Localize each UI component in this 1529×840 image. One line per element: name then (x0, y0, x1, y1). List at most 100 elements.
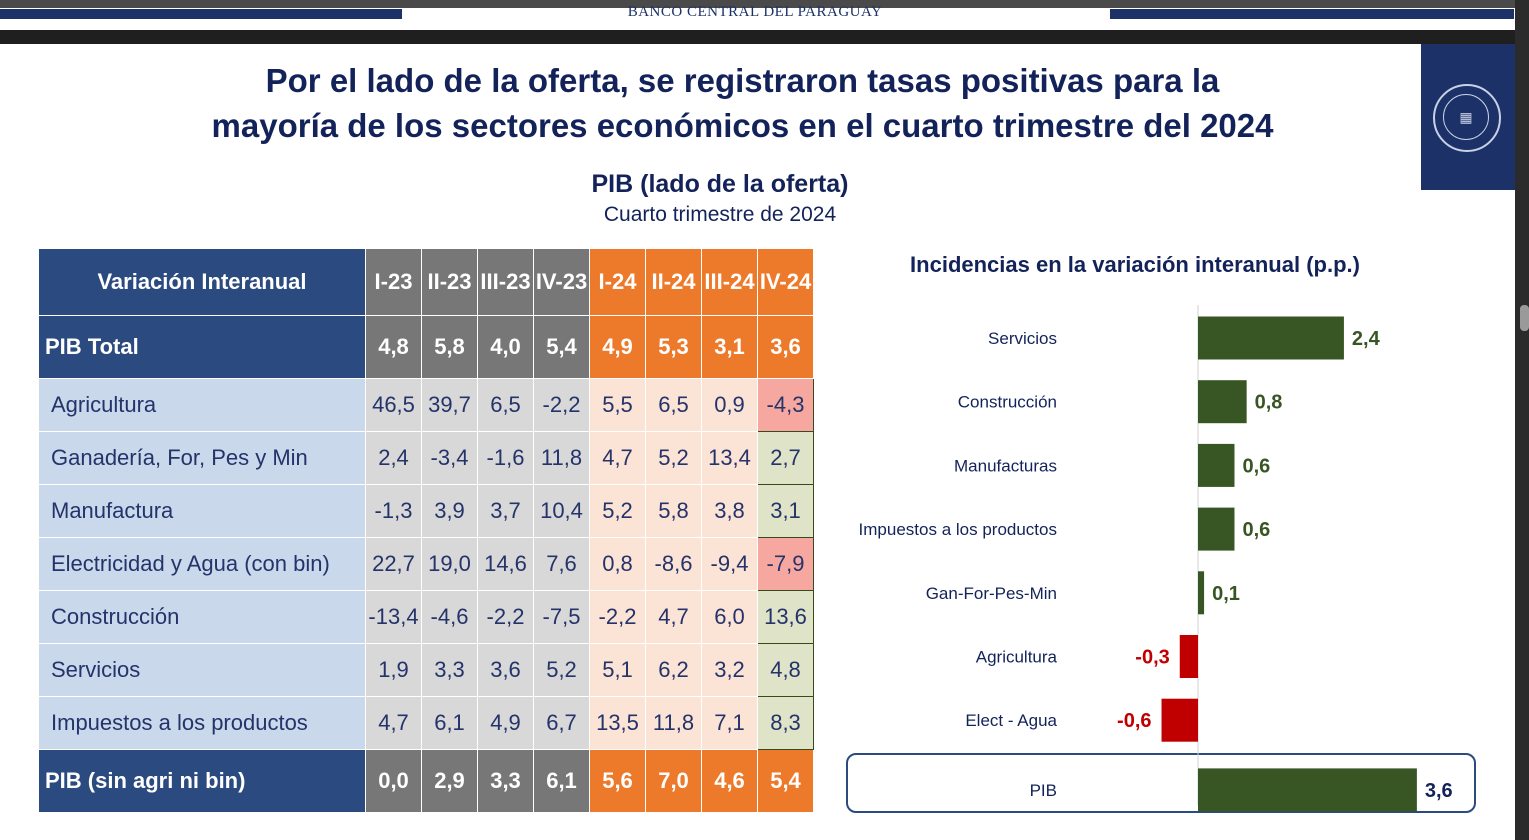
table-cell: 3,9 (421, 484, 478, 538)
table-cell: 5,6 (589, 749, 646, 813)
gdp-growth-table: Variación Interanual I-23 II-23 III-23 I… (38, 248, 814, 813)
category-label: Gan-For-Pes-Min (926, 584, 1057, 603)
table-cell: 0,9 (701, 378, 758, 432)
bank-seal-icon: ▦ (1433, 84, 1501, 152)
table-row: Construcción -13,4 -4,6 -2,2 -7,5 -2,2 4,7 6,0 1… (38, 590, 814, 644)
incidence-chart-title: Incidencias en la variación interanual (… (910, 252, 1360, 277)
table-cell: 5,3 (645, 315, 702, 379)
row-label: PIB Total (38, 315, 366, 379)
top-band (0, 0, 1529, 8)
column-header: IV-23 (533, 248, 590, 316)
table-cell: 46,5 (365, 378, 422, 432)
header-rule-right (1110, 9, 1514, 19)
slide-divider (0, 30, 1515, 44)
category-label: Impuestos a los productos (859, 520, 1057, 539)
column-header: II-23 (421, 248, 478, 316)
page-title: Por el lado de la oferta, se registraron… (160, 58, 1325, 148)
summary-row: PIB (sin agri ni bin) 0,0 2,9 3,3 6,1 5,6 7,0 4… (38, 749, 814, 813)
table-cell: 7,0 (645, 749, 702, 813)
table-cell: 5,8 (645, 484, 702, 538)
table-cell: 14,6 (477, 537, 534, 591)
row-label: Electricidad y Agua (con bin) (38, 537, 366, 591)
category-label: Manufacturas (954, 456, 1057, 475)
page-title-line1: Por el lado de la oferta, se registraron… (265, 62, 1220, 99)
data-label: 2,4 (1352, 328, 1381, 350)
data-label: -0,3 (1135, 647, 1169, 669)
data-label: 0,8 (1255, 392, 1283, 414)
category-label: PIB (1030, 781, 1057, 800)
window-scrollbar[interactable] (1515, 0, 1529, 840)
chart-title: PIB (lado de la oferta) (591, 170, 849, 198)
table-cell: -4,6 (421, 590, 478, 644)
building-icon: ▦ (1459, 109, 1473, 125)
data-label: 0,6 (1242, 455, 1270, 477)
bar (1198, 507, 1235, 551)
column-header: I-23 (365, 248, 422, 316)
table-cell: 3,3 (477, 749, 534, 813)
table-cell: 5,8 (421, 315, 478, 379)
table-cell: 1,9 (365, 643, 422, 697)
table-cell: 6,5 (477, 378, 534, 432)
table-cell: -1,6 (477, 431, 534, 485)
column-header: III-24 (701, 248, 758, 316)
table-cell: 13,5 (589, 696, 646, 750)
data-label: 0,1 (1212, 583, 1240, 605)
table-cell: 2,7 (757, 431, 814, 485)
table-cell: 4,6 (701, 749, 758, 813)
table-cell: -2,2 (533, 378, 590, 432)
table-cell: -2,2 (477, 590, 534, 644)
table-cell: 5,2 (533, 643, 590, 697)
bar (1198, 571, 1205, 615)
table-header-row: Variación Interanual I-23 II-23 III-23 I… (38, 248, 814, 316)
table-cell: 10,4 (533, 484, 590, 538)
table-cell: 7,6 (533, 537, 590, 591)
page-title-line2: mayoría de los sectores económicos en el… (211, 107, 1274, 144)
table-cell: 3,6 (477, 643, 534, 697)
data-label: 0,6 (1242, 519, 1270, 541)
table-cell: -7,9 (757, 537, 814, 591)
table-row: Ganadería, For, Pes y Min 2,4 -3,4 -1,6 11,8… (38, 431, 814, 485)
table-cell: 3,6 (757, 315, 814, 379)
table-cell: 0,0 (365, 749, 422, 813)
table-cell: -4,3 (757, 378, 814, 432)
column-header: III-23 (477, 248, 534, 316)
table-cell: 3,7 (477, 484, 534, 538)
bank-logo: ▦ (1421, 44, 1515, 190)
table-cell: 6,2 (645, 643, 702, 697)
table-cell: 39,7 (421, 378, 478, 432)
bank-name: BANCO CENTRAL DEL PARAGUAY (627, 4, 883, 20)
row-label: Manufactura (38, 484, 366, 538)
table-cell: 5,2 (589, 484, 646, 538)
bar (1198, 443, 1235, 487)
table-cell: -13,4 (365, 590, 422, 644)
bar (1179, 635, 1198, 678)
row-label: Impuestos a los productos (38, 696, 366, 750)
incidence-bar-chart: Servicios 2,4 Construcción 0,8 Manufacturas 0… (859, 305, 1453, 812)
bar (1198, 380, 1247, 424)
data-label: -0,6 (1117, 710, 1151, 732)
table-cell: 2,4 (365, 431, 422, 485)
table-cell: -3,4 (421, 431, 478, 485)
table-cell: 4,9 (589, 315, 646, 379)
table-row: Manufactura -1,3 3,9 3,7 10,4 5,2 5,8 3,8 3,1 (38, 484, 814, 538)
category-label: Elect - Agua (965, 711, 1057, 730)
row-label: Servicios (38, 643, 366, 697)
table-cell: 4,9 (477, 696, 534, 750)
table-row: Impuestos a los productos 4,7 6,1 4,9 6,7 13,… (38, 696, 814, 750)
table-cell: -9,4 (701, 537, 758, 591)
scrollbar-thumb[interactable] (1520, 305, 1529, 331)
table-header-label: Variación Interanual (38, 248, 366, 316)
table-cell: 6,5 (645, 378, 702, 432)
table-cell: 3,1 (757, 484, 814, 538)
category-label: Servicios (988, 329, 1057, 348)
table-cell: 5,5 (589, 378, 646, 432)
category-label: Construcción (958, 393, 1057, 412)
table-cell: 3,8 (701, 484, 758, 538)
column-header: II-24 (645, 248, 702, 316)
table-cell: 13,6 (757, 590, 814, 644)
table-cell: 11,8 (645, 696, 702, 750)
table-cell: -1,3 (365, 484, 422, 538)
header-rule-left (0, 9, 402, 19)
table-cell: 13,4 (701, 431, 758, 485)
table-cell: -8,6 (645, 537, 702, 591)
